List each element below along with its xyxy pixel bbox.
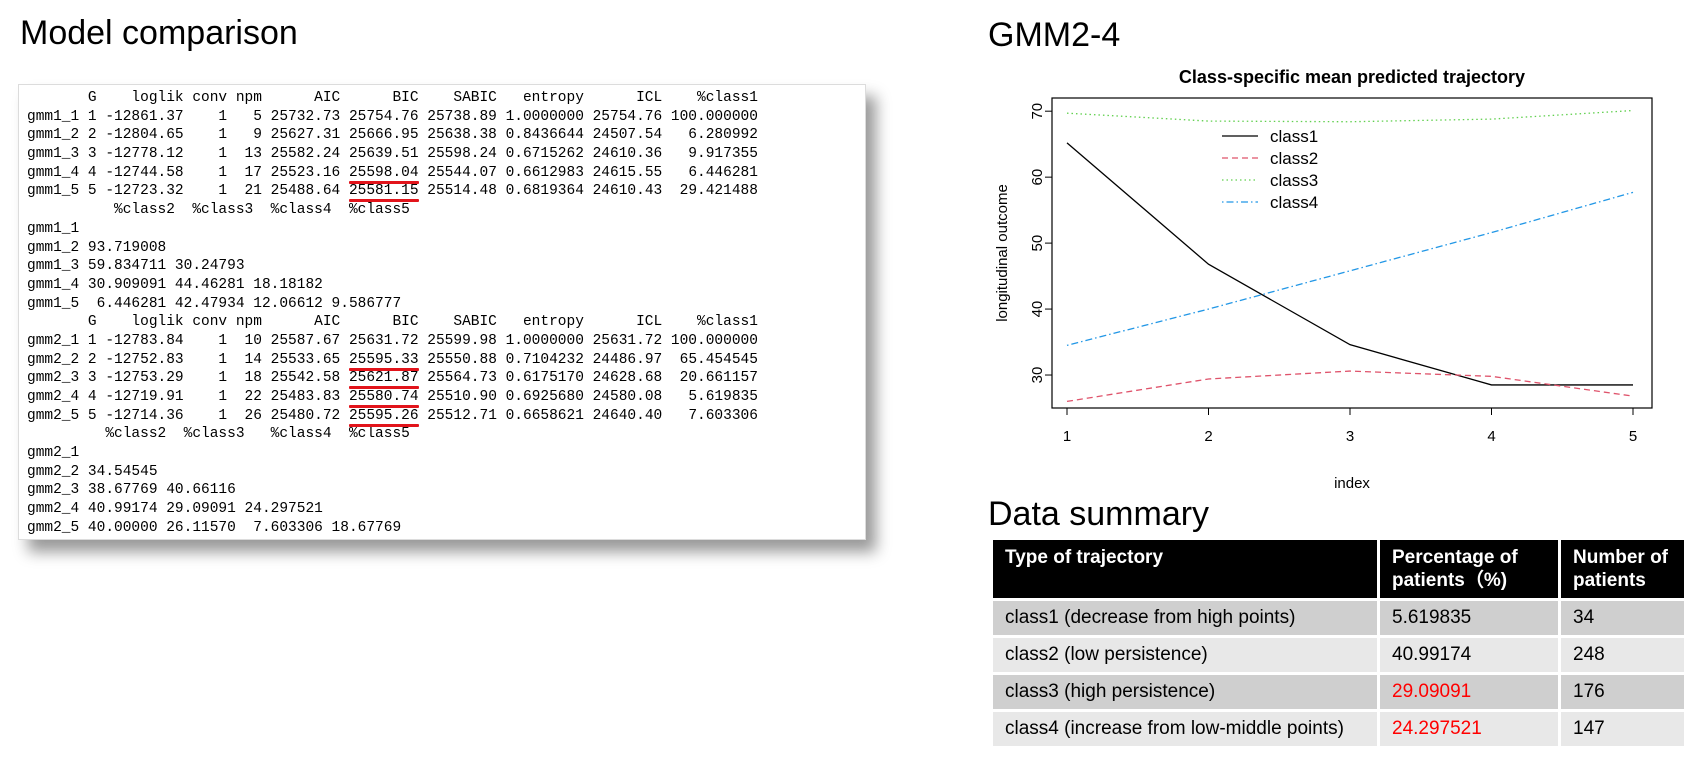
console-line: gmm2_2 2 -12752.83 1 14 25533.65 25595.3… [27,351,758,368]
console-text: G loglik conv npm AIC BIC SABIC entropy … [27,89,758,538]
row-percentage: 24.297521 [1380,712,1558,749]
row-number: 34 [1561,601,1684,638]
console-line: %class2 %class3 %class4 %class5 [27,202,410,219]
y-tick-label: 70 [1029,103,1046,120]
legend-label-class1: class1 [1270,127,1318,146]
row-type: class2 (low persistence) [993,638,1377,675]
series-line-class3 [1066,109,1634,123]
series-line-class4 [1066,191,1634,346]
y-tick-label: 60 [1029,169,1046,186]
console-line: gmm2_4 4 -12719.91 1 22 25483.83 25580.7… [27,389,758,405]
console-line: gmm2_1 [27,445,80,462]
console-line: gmm1_2 2 -12804.65 1 9 25627.31 25666.95… [27,127,758,144]
console-line: gmm1_5 6.446281 42.47934 12.06612 9.5867… [27,295,402,312]
y-tick-label: 30 [1029,367,1046,384]
x-tick-label: 1 [1063,428,1071,445]
legend-label-class3: class3 [1270,171,1318,190]
underlined-bic-value: 25580.74 [348,389,419,405]
row-number: 176 [1561,675,1684,712]
legend-label-class2: class2 [1270,149,1318,168]
console-line: gmm1_4 4 -12744.58 1 17 25523.16 25598.0… [27,164,758,181]
underlined-bic-value: 25595.26 [348,407,419,424]
console-line: %class2 %class3 %class4 %class5 [27,426,410,443]
chart-svg: Class-specific mean predicted trajectory… [994,67,1653,492]
x-tick-label: 4 [1487,428,1495,445]
r-console-output: G loglik conv npm AIC BIC SABIC entropy … [18,84,866,540]
row-number: 147 [1561,712,1684,749]
console-line: G loglik conv npm AIC BIC SABIC entropy … [27,90,758,106]
plot-frame [1051,97,1653,409]
summary-row: class3 (high persistence) 29.09091 176 [993,675,1684,712]
header-percentage: Percentage of patients（%) [1380,540,1558,601]
console-line: gmm1_5 5 -12723.32 1 21 25488.64 25581.1… [27,183,758,200]
legend-label-class4: class4 [1270,193,1318,212]
row-number: 248 [1561,638,1684,675]
console-line: gmm1_3 3 -12778.12 1 13 25582.24 25639.5… [27,146,758,163]
header-type: Type of trajectory [993,540,1377,601]
summary-header-row: Type of trajectory Percentage of patient… [993,540,1684,601]
x-tick-label: 2 [1204,428,1212,445]
underlined-bic-value: 25581.15 [348,183,419,200]
row-percentage: 40.99174 [1380,638,1558,675]
underlined-bic-value: 25598.04 [348,164,419,181]
console-line: gmm2_3 38.67769 40.66116 [27,482,236,499]
y-tick-label: 40 [1029,301,1046,318]
console-line: gmm1_1 [27,220,80,237]
console-line: gmm2_5 5 -12714.36 1 26 25480.72 25595.2… [27,407,758,424]
x-tick-label: 5 [1629,428,1637,445]
series-line-class2 [1066,370,1634,403]
y-axis-label: longitudinal outcome [994,184,1011,322]
data-summary-table: Type of trajectory Percentage of patient… [990,540,1687,749]
row-type: class3 (high persistence) [993,675,1377,712]
console-line: gmm1_1 1 -12861.37 1 5 25732.73 25754.76… [27,108,758,125]
gmm-heading: GMM2-4 [988,16,1121,54]
summary-row: class4 (increase from low-middle points)… [993,712,1684,749]
underlined-bic-value: 25595.33 [348,351,419,368]
console-line: gmm2_5 40.00000 26.11570 7.603306 18.677… [27,519,402,536]
console-line: gmm1_4 30.909091 44.46281 18.18182 [27,276,323,293]
console-line: gmm2_4 40.99174 29.09091 24.297521 [27,501,323,518]
row-percentage: 29.09091 [1380,675,1558,712]
row-percentage: 5.619835 [1380,601,1558,638]
summary-row: class1 (decrease from high points) 5.619… [993,601,1684,638]
console-line: G loglik conv npm AIC BIC SABIC entropy … [27,314,758,331]
x-tick-label: 3 [1346,428,1354,445]
series-line-class1 [1066,142,1633,386]
console-line: gmm2_1 1 -12783.84 1 10 25587.67 25631.7… [27,332,758,349]
y-tick-label: 50 [1029,235,1046,252]
row-type: class1 (decrease from high points) [993,601,1377,638]
summary-row: class2 (low persistence) 40.99174 248 [993,638,1684,675]
console-line: gmm2_3 3 -12753.29 1 18 25542.58 25621.8… [27,370,758,387]
underlined-bic-value: 25621.87 [348,370,419,387]
data-summary-heading: Data summary [988,495,1210,533]
chart-title: Class-specific mean predicted trajectory [1179,67,1525,87]
trajectory-chart: Class-specific mean predicted trajectory… [975,58,1695,498]
row-type: class4 (increase from low-middle points) [993,712,1377,749]
x-axis-label: index [1334,475,1370,492]
console-line: gmm1_2 93.719008 [27,239,167,256]
console-line: gmm2_2 34.54545 [27,463,158,480]
header-number: Number of patients [1561,540,1684,601]
model-comparison-heading: Model comparison [20,14,298,52]
console-line: gmm1_3 59.834711 30.24793 [27,258,245,275]
